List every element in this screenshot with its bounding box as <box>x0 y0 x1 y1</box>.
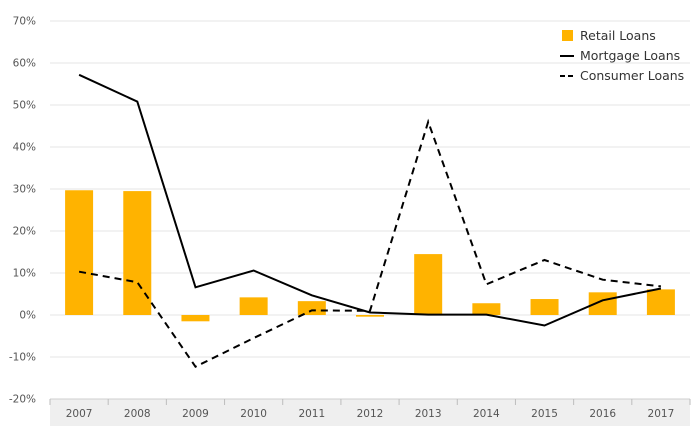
bar <box>530 299 559 315</box>
series-line-mortgage-loans <box>78 73 662 327</box>
y-tick-label: -10% <box>9 352 36 364</box>
y-tick-label: 50% <box>13 100 36 112</box>
bar <box>472 303 501 315</box>
x-axis: 2007 2008 2009 2010 2011 2012 2013 2014 2015 2016… <box>49 398 691 426</box>
y-tick-label: 70% <box>13 16 36 28</box>
gridlines <box>50 20 690 358</box>
legend: Retail Loans Mortgage Loans Consumer Loans <box>560 28 684 83</box>
bars-retail-loans <box>65 190 675 322</box>
bar <box>646 289 675 315</box>
x-tick-label: 2017 <box>648 408 675 420</box>
x-tick-label: 2008 <box>124 408 151 420</box>
bar <box>297 301 326 315</box>
bar <box>239 297 268 315</box>
legend-label: Consumer Loans <box>580 68 684 83</box>
bar <box>181 315 210 322</box>
y-tick-label: 30% <box>13 184 36 196</box>
legend-label: Retail Loans <box>580 28 656 43</box>
x-axis-band <box>50 399 690 426</box>
x-tick-label: 2007 <box>66 408 93 420</box>
y-tick-label: -20% <box>9 394 36 406</box>
x-tick-label: 2011 <box>298 408 325 420</box>
x-tick-label: 2009 <box>182 408 209 420</box>
lines <box>78 73 662 368</box>
y-tick-label: 0% <box>19 310 36 322</box>
bar <box>356 315 384 317</box>
series-line-consumer-loans <box>78 118 662 368</box>
x-tick-label: 2013 <box>415 408 442 420</box>
y-tick-label: 10% <box>13 268 36 280</box>
x-tick-label: 2014 <box>473 408 500 420</box>
y-axis-ticks: -20% -10% 0% 10% 20% 30% 40% 50% 60% 70% <box>9 16 36 406</box>
bar <box>65 190 94 315</box>
legend-label: Mortgage Loans <box>580 48 680 63</box>
x-tick-label: 2010 <box>240 408 267 420</box>
x-tick-label: 2015 <box>531 408 558 420</box>
y-tick-label: 20% <box>13 226 36 238</box>
bar <box>414 254 443 315</box>
y-tick-label: 40% <box>13 142 36 154</box>
x-tick-label: 2016 <box>589 408 616 420</box>
legend-swatch-retail-loans <box>562 30 573 41</box>
x-tick-label: 2012 <box>357 408 384 420</box>
y-tick-label: 60% <box>13 58 36 70</box>
